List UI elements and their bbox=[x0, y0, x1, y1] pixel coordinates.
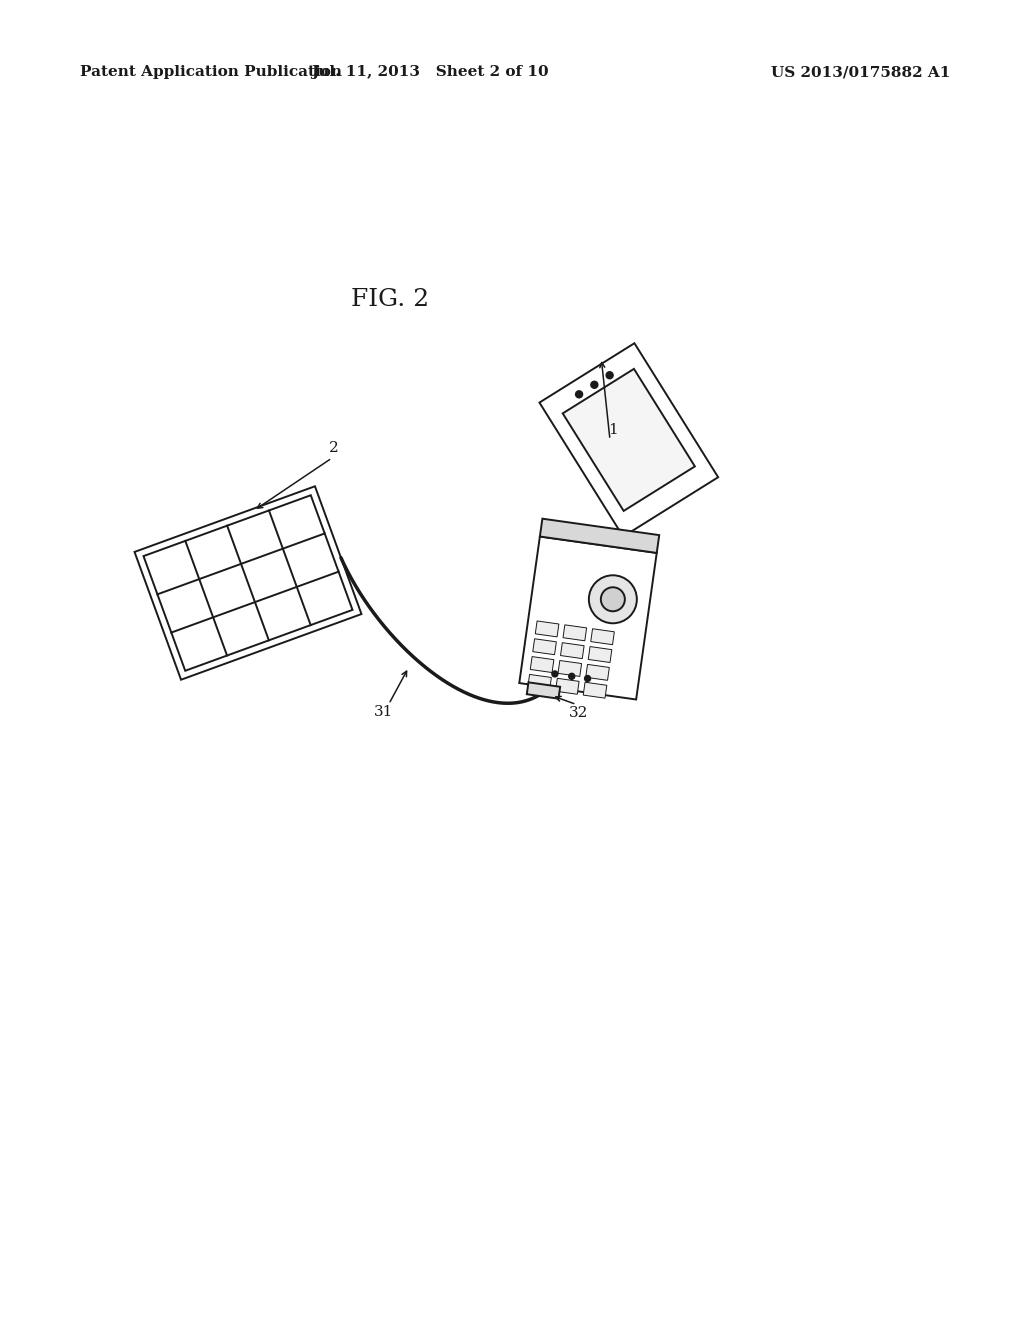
Polygon shape bbox=[519, 536, 656, 700]
Text: 1: 1 bbox=[608, 422, 617, 437]
Text: FIG. 2: FIG. 2 bbox=[351, 289, 429, 312]
Polygon shape bbox=[532, 639, 556, 655]
Polygon shape bbox=[530, 656, 554, 672]
Circle shape bbox=[552, 671, 558, 677]
Text: 2: 2 bbox=[329, 441, 339, 455]
Polygon shape bbox=[588, 647, 611, 663]
Polygon shape bbox=[143, 495, 352, 671]
Circle shape bbox=[601, 587, 625, 611]
Polygon shape bbox=[584, 682, 607, 698]
Circle shape bbox=[591, 381, 598, 388]
Text: Patent Application Publication: Patent Application Publication bbox=[80, 65, 342, 79]
Polygon shape bbox=[555, 678, 580, 694]
Polygon shape bbox=[536, 620, 559, 636]
Circle shape bbox=[606, 372, 613, 379]
Text: US 2013/0175882 A1: US 2013/0175882 A1 bbox=[771, 65, 950, 79]
Text: 32: 32 bbox=[568, 705, 588, 719]
Polygon shape bbox=[540, 343, 718, 536]
Polygon shape bbox=[563, 368, 695, 511]
Polygon shape bbox=[591, 628, 614, 644]
Text: Jul. 11, 2013   Sheet 2 of 10: Jul. 11, 2013 Sheet 2 of 10 bbox=[311, 65, 549, 79]
Polygon shape bbox=[586, 664, 609, 680]
Polygon shape bbox=[527, 675, 551, 690]
Polygon shape bbox=[134, 486, 361, 680]
Polygon shape bbox=[526, 682, 560, 698]
Circle shape bbox=[589, 576, 637, 623]
Polygon shape bbox=[540, 519, 659, 553]
Text: 31: 31 bbox=[374, 705, 393, 719]
Circle shape bbox=[585, 676, 591, 681]
Circle shape bbox=[575, 391, 583, 397]
Polygon shape bbox=[563, 624, 587, 640]
Circle shape bbox=[568, 673, 574, 680]
Polygon shape bbox=[558, 660, 582, 676]
Polygon shape bbox=[560, 643, 584, 659]
